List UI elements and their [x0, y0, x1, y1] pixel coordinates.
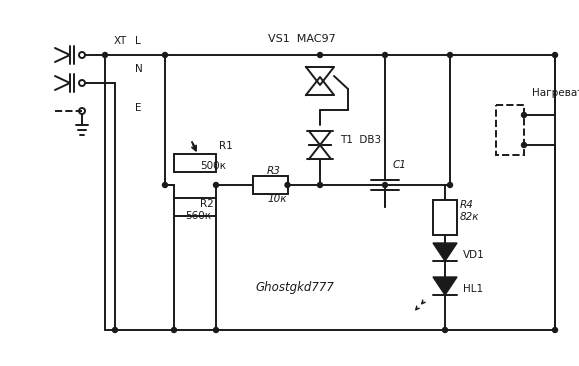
- Text: VS1  MAC97: VS1 MAC97: [268, 34, 336, 44]
- Text: R2: R2: [200, 199, 214, 209]
- Bar: [433, 200, 457, 235]
- Polygon shape: [433, 243, 457, 261]
- Text: HL1: HL1: [463, 284, 483, 294]
- Circle shape: [214, 328, 218, 332]
- Circle shape: [383, 52, 387, 57]
- Polygon shape: [309, 145, 331, 159]
- Circle shape: [448, 183, 453, 187]
- Circle shape: [522, 112, 526, 117]
- Polygon shape: [433, 277, 457, 295]
- Text: E: E: [135, 103, 141, 113]
- Circle shape: [214, 183, 218, 187]
- Text: R3: R3: [267, 166, 281, 176]
- Circle shape: [285, 183, 290, 187]
- Text: Ghostgkd777: Ghostgkd777: [255, 281, 335, 295]
- Text: N: N: [135, 64, 143, 74]
- Circle shape: [522, 142, 526, 147]
- Text: 500к: 500к: [200, 161, 226, 171]
- Text: R1: R1: [219, 141, 233, 151]
- Text: VD1: VD1: [463, 250, 485, 260]
- Text: 560к: 560к: [185, 211, 211, 221]
- Circle shape: [163, 183, 167, 187]
- Circle shape: [383, 183, 387, 187]
- Circle shape: [112, 328, 118, 332]
- Circle shape: [317, 183, 323, 187]
- Text: XT: XT: [113, 36, 127, 46]
- Polygon shape: [306, 77, 334, 95]
- Circle shape: [171, 328, 177, 332]
- Polygon shape: [306, 67, 334, 85]
- Circle shape: [317, 52, 323, 57]
- Circle shape: [163, 52, 167, 57]
- Circle shape: [552, 328, 558, 332]
- Bar: [252, 176, 288, 194]
- Text: Нагреватель: Нагреватель: [532, 88, 579, 98]
- Circle shape: [102, 52, 108, 57]
- Bar: [174, 198, 216, 216]
- Circle shape: [442, 328, 448, 332]
- Text: 82к: 82к: [460, 212, 479, 222]
- Circle shape: [552, 52, 558, 57]
- Text: 10к: 10к: [267, 194, 287, 204]
- Circle shape: [448, 52, 453, 57]
- Polygon shape: [309, 131, 331, 145]
- Bar: [496, 105, 524, 155]
- Text: T1  DB3: T1 DB3: [340, 135, 381, 145]
- Text: C1: C1: [393, 160, 407, 170]
- Text: L: L: [135, 36, 141, 46]
- Text: R4: R4: [460, 200, 474, 210]
- Bar: [174, 154, 216, 172]
